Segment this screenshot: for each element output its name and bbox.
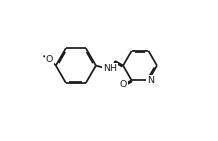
Text: NH: NH [103, 64, 117, 73]
Text: N: N [147, 76, 154, 85]
Text: O: O [46, 55, 53, 64]
Text: O: O [119, 80, 127, 89]
